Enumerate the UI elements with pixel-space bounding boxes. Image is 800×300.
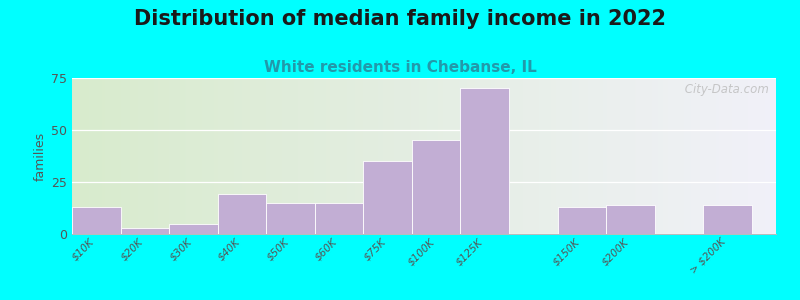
Bar (169, 224, 218, 234)
Bar (72, 207, 121, 234)
Bar (266, 203, 314, 234)
Y-axis label: families: families (34, 131, 47, 181)
Bar (121, 228, 169, 234)
Bar (412, 140, 461, 234)
Text: City-Data.com: City-Data.com (681, 83, 769, 96)
Bar (703, 205, 752, 234)
Bar (606, 205, 654, 234)
Bar (558, 207, 606, 234)
Text: Distribution of median family income in 2022: Distribution of median family income in … (134, 9, 666, 29)
Bar (363, 161, 412, 234)
Bar (461, 88, 509, 234)
Text: White residents in Chebanse, IL: White residents in Chebanse, IL (264, 60, 536, 75)
Bar (314, 203, 363, 234)
Bar (218, 194, 266, 234)
